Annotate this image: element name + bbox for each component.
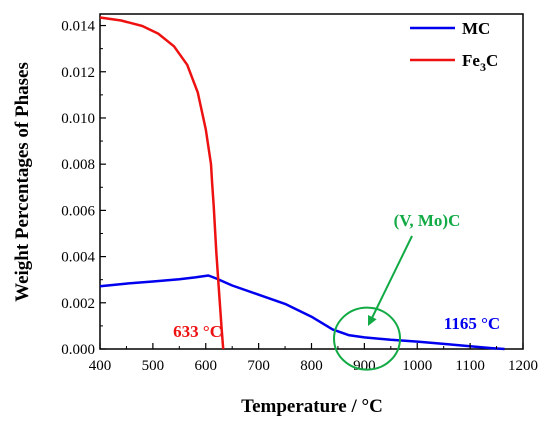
y-tick-label: 0.008 (61, 157, 95, 173)
x-tick-label: 700 (247, 358, 270, 374)
plot-frame (99, 13, 524, 350)
x-tick-label: 1200 (508, 358, 538, 374)
y-axis-title: Weight Percentages of Phases (12, 62, 33, 302)
x-tick-label: 600 (195, 358, 218, 374)
x-tick-label: 1000 (402, 358, 432, 374)
x-tick-label: 400 (89, 358, 112, 374)
y-tick-label: 0.010 (61, 111, 95, 127)
legend-label-fe3c: Fe3C (462, 51, 498, 74)
legend-label-mc: MC (462, 19, 490, 38)
x-axis: 400 500 600 700 800 900 1000 1100 1200 (89, 343, 538, 374)
y-tick-label: 0.006 (61, 203, 95, 219)
y-tick-label: 0.012 (61, 65, 95, 81)
x-tick-label: 500 (142, 358, 165, 374)
x-axis-title: Temperature / °C (241, 396, 383, 417)
legend-label-fe3c-base: Fe (462, 51, 480, 70)
y-tick-label: 0.014 (61, 19, 95, 35)
annotation-633c: 633 °C (173, 322, 222, 341)
series-line-fe3c (99, 16, 225, 350)
vmoc-highlight-circle (333, 306, 402, 371)
vmoc-arrow-shaft (370, 235, 413, 321)
y-tick-label: 0.002 (61, 296, 95, 312)
annotations: 633 °C 1165 °C (V, Mo)C (173, 211, 500, 371)
legend: MC Fe3C (410, 19, 498, 74)
annotation-1165c: 1165 °C (444, 314, 500, 333)
plot-area (99, 13, 524, 351)
y-tick-label: 0.004 (61, 250, 95, 266)
annotation-vmoc: (V, Mo)C (394, 211, 461, 230)
vmoc-arrow-head (368, 315, 377, 326)
x-tick-label: 800 (300, 358, 323, 374)
x-tick-label: 900 (353, 358, 376, 374)
series-line-mc (99, 274, 505, 351)
legend-label-fe3c-tail: C (486, 51, 498, 70)
legend-label-fe3c-sub: 3 (480, 60, 486, 74)
x-tick-label: 1100 (455, 358, 484, 374)
y-tick-label: 0.000 (61, 342, 95, 358)
y-axis: 0.000 0.002 0.004 0.006 0.008 0.010 0.012 0.014 (61, 19, 106, 358)
